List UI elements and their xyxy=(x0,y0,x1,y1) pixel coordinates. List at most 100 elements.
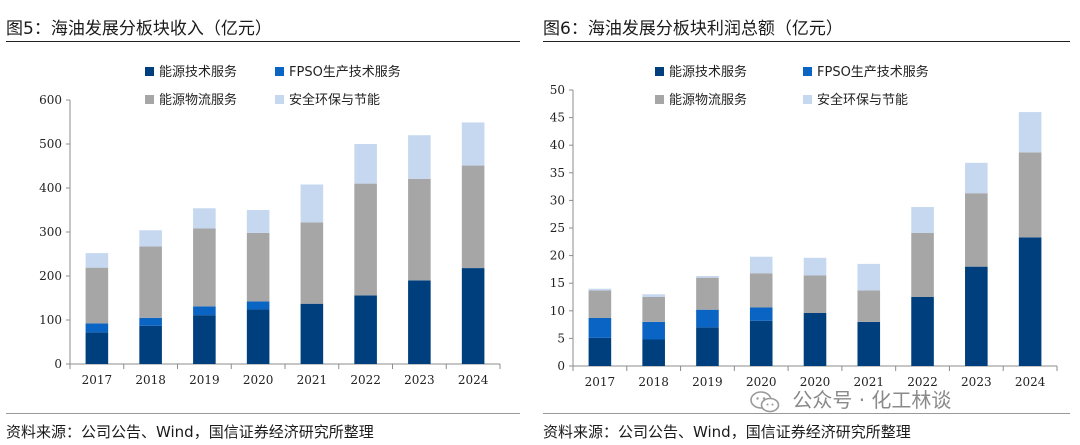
bar-segment xyxy=(461,268,485,364)
y-tick-label: 15 xyxy=(550,276,565,290)
bar-segment xyxy=(354,183,377,296)
y-tick-label: 20 xyxy=(550,249,565,263)
bar-segment xyxy=(803,313,827,366)
x-tick-label: 2022 xyxy=(907,375,938,389)
wechat-icon xyxy=(750,390,780,412)
bar-segment xyxy=(749,256,773,274)
left-figure-panel: 图5：海油发展分板块收入（亿元） 能源技术服务 FPSO生产技术服务 能源物流服务 安… xyxy=(0,0,530,445)
left-title-rule xyxy=(6,41,520,42)
y-tick-label: 300 xyxy=(39,225,62,239)
legend-label: 能源技术服务 xyxy=(669,64,747,80)
bar-segment xyxy=(857,321,881,366)
bar-segment xyxy=(461,165,485,269)
bar-segment xyxy=(246,210,270,233)
bar-segment xyxy=(300,303,324,364)
bar-segment xyxy=(193,315,216,364)
bar-segment xyxy=(857,290,881,322)
y-tick-label: 0 xyxy=(557,359,565,373)
bar-segment xyxy=(965,162,988,194)
bar-segment xyxy=(193,306,216,316)
y-tick-label: 0 xyxy=(54,357,62,371)
left-source-note: 资料来源：公司公告、Wind，国信证券经济研究所整理 xyxy=(6,423,374,441)
bar-segment xyxy=(911,297,934,366)
y-tick-label: 400 xyxy=(39,181,62,195)
watermark: 公众号 · 化工林谈 xyxy=(750,384,951,413)
bar-segment xyxy=(408,280,431,364)
bar-segment xyxy=(139,325,162,364)
legend-label: 能源物流服务 xyxy=(159,92,237,108)
x-tick-label: 2017 xyxy=(585,375,616,389)
bar-segment xyxy=(588,337,612,366)
bar-segment xyxy=(1018,152,1042,238)
bar-segment xyxy=(696,327,719,366)
watermark-text: 公众号 · 化工林谈 xyxy=(792,388,952,412)
legend-swatch xyxy=(803,95,812,104)
legend-swatch xyxy=(145,95,154,104)
left-source-rule xyxy=(6,413,520,414)
x-tick-label: 2020 xyxy=(746,375,777,389)
legend-swatch xyxy=(275,67,284,76)
bar-segment xyxy=(1018,112,1042,153)
bar-segment xyxy=(642,321,665,340)
bar-segment xyxy=(139,246,162,318)
legend-label: FPSO生产技术服务 xyxy=(289,64,401,80)
bar-segment xyxy=(911,232,934,297)
bar-segment xyxy=(354,295,377,364)
bar-segment xyxy=(193,208,216,229)
y-tick-label: 5 xyxy=(557,331,565,345)
x-tick-label: 2017 xyxy=(82,373,113,387)
y-tick-label: 100 xyxy=(39,313,62,327)
bar-segment xyxy=(139,230,162,247)
bar-segment xyxy=(588,317,612,338)
y-tick-label: 200 xyxy=(39,269,62,283)
y-tick-label: 50 xyxy=(550,83,565,97)
x-tick-label: 2018 xyxy=(638,375,669,389)
bar-segment xyxy=(696,277,719,310)
bar-segment xyxy=(246,301,270,310)
bar-segment xyxy=(803,275,827,314)
bar-segment xyxy=(749,320,773,366)
y-tick-label: 10 xyxy=(550,304,565,318)
legend-swatch xyxy=(803,67,812,76)
right-figure-panel: 图6：海油发展分板块利润总额（亿元） 能源技术服务 FPSO生产技术服务 能源物流服… xyxy=(537,0,1080,445)
y-tick-label: 25 xyxy=(550,221,565,235)
bar-segment xyxy=(911,207,934,233)
bar-segment xyxy=(85,323,109,333)
bar-segment xyxy=(408,178,431,281)
right-source-rule xyxy=(543,413,1070,414)
bar-segment xyxy=(85,253,109,268)
legend-swatch xyxy=(145,67,154,76)
x-tick-label: 2024 xyxy=(458,373,489,387)
right-source-note: 资料来源：公司公告、Wind，国信证券经济研究所整理 xyxy=(543,423,911,441)
bar-segment xyxy=(1018,237,1042,366)
x-tick-label: 2019 xyxy=(189,373,220,387)
legend-label: 安全环保与节能 xyxy=(289,92,380,108)
bar-segment xyxy=(642,339,665,366)
y-tick-label: 30 xyxy=(550,193,565,207)
bar-segment xyxy=(193,228,216,307)
right-figure-title: 图6：海油发展分板块利润总额（亿元） xyxy=(543,19,843,39)
bar-segment xyxy=(408,135,431,179)
x-tick-label: 2023 xyxy=(961,375,992,389)
legend-label: FPSO生产技术服务 xyxy=(817,64,929,80)
bar-segment xyxy=(461,122,485,166)
legend-swatch xyxy=(655,95,664,104)
y-tick-label: 600 xyxy=(39,93,62,107)
x-tick-label: 2018 xyxy=(135,373,166,387)
bar-segment xyxy=(588,288,612,291)
bar-segment xyxy=(642,294,665,297)
legend-swatch xyxy=(275,95,284,104)
bar-segment xyxy=(300,222,324,304)
x-tick-label: 2020 xyxy=(800,375,831,389)
y-tick-label: 45 xyxy=(550,111,565,125)
left-figure-title: 图5：海油发展分板块收入（亿元） xyxy=(6,19,272,39)
bar-segment xyxy=(749,273,773,308)
bar-segment xyxy=(246,309,270,364)
bar-segment xyxy=(749,307,773,321)
bar-segment xyxy=(642,297,665,322)
bar-segment xyxy=(696,276,719,278)
legend-label: 安全环保与节能 xyxy=(817,92,908,108)
y-tick-label: 500 xyxy=(39,137,62,151)
bar-segment xyxy=(965,266,988,366)
